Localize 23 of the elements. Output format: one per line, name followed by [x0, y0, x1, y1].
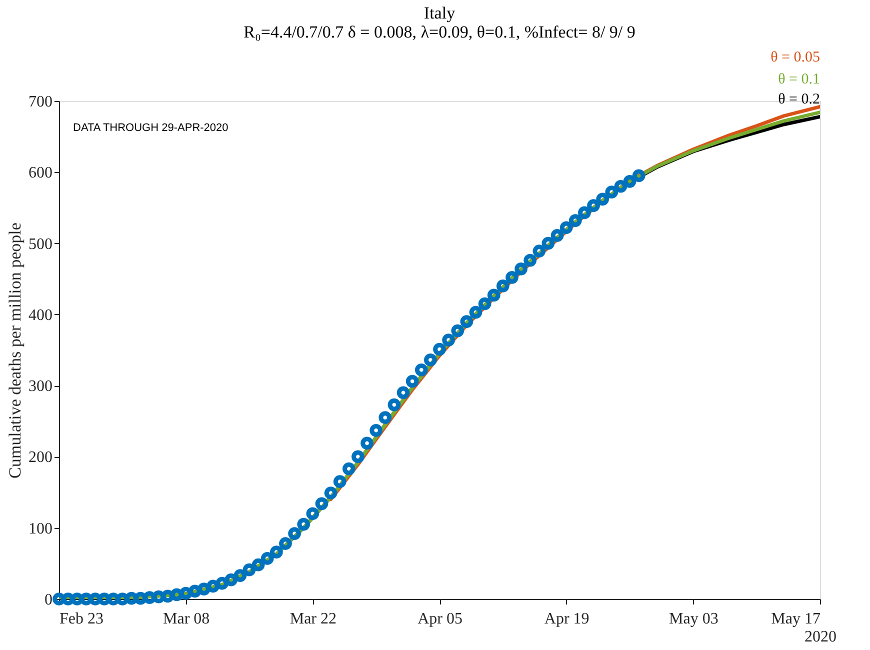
x-tick-label: Apr 05 — [418, 610, 462, 628]
y-tick-label: 700 — [28, 94, 52, 110]
x-tick-label: Feb 23 — [60, 610, 104, 628]
y-axis-title: Cumulative deaths per million people — [6, 222, 24, 478]
y-tick-label: 400 — [28, 306, 52, 324]
chart-subtitle: R₀=4.4/0.7/0.7 δ = 0.008, λ=0.09, θ=0.1, %Infect= 8/ 9/ 9 — [244, 22, 636, 42]
y-tick-label: 0 — [44, 592, 52, 608]
series-label: θ = 0.2 — [778, 92, 820, 108]
x-tick-label: May 03 — [669, 610, 718, 628]
annotation: DATA THROUGH 29-APR-2020 — [73, 122, 228, 134]
x-tick-label: Mar 22 — [290, 610, 336, 628]
series-label: θ = 0.1 — [778, 71, 820, 88]
y-tick-label: 500 — [28, 236, 52, 253]
chart-title: Italy — [424, 4, 456, 23]
x-tick-label: Apr 19 — [544, 610, 590, 628]
y-tick-label: 600 — [28, 164, 52, 182]
x-axis-title: 2020 — [804, 628, 836, 646]
text: θ = 0.05 — [770, 50, 820, 66]
y-tick-label: 100 — [28, 520, 52, 538]
x-tick-label: Mar 08 — [163, 610, 210, 628]
x-tick-label: May 17 — [771, 610, 820, 628]
y-tick-label: 200 — [28, 449, 52, 466]
y-tick-label: 300 — [28, 378, 52, 396]
